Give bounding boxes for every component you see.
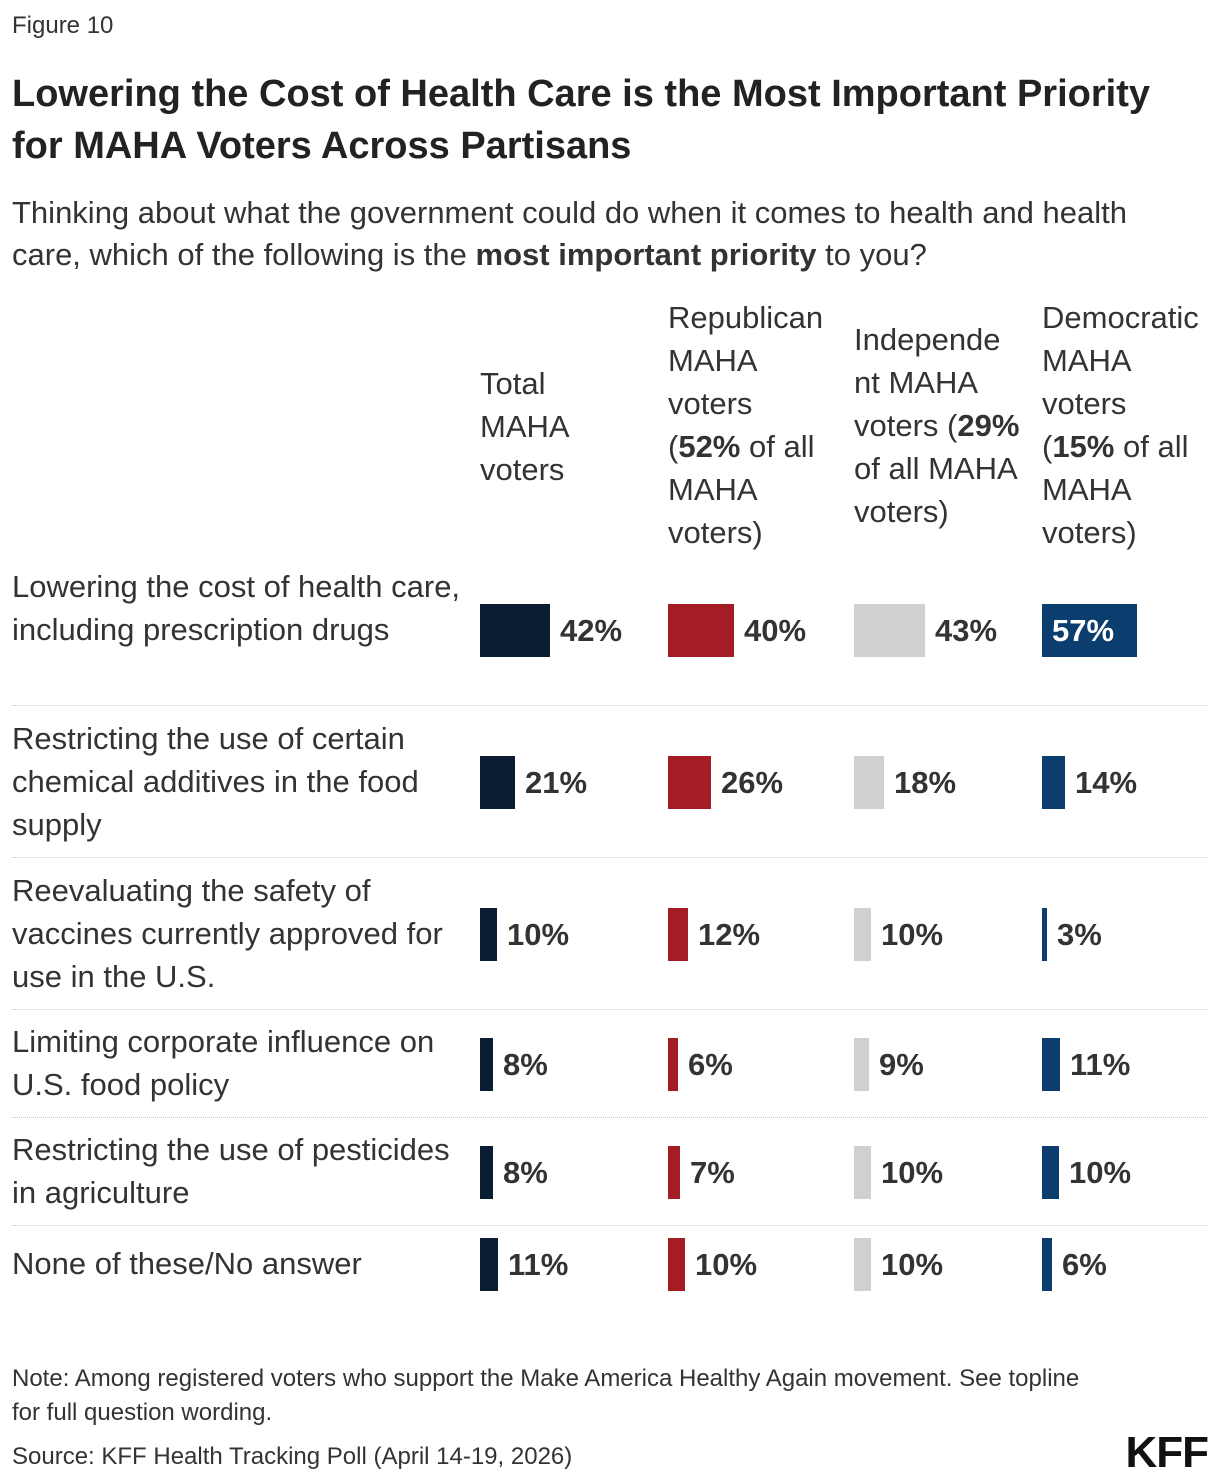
bar	[668, 1238, 685, 1291]
bar	[854, 756, 884, 809]
data-label: 6%	[1062, 1247, 1107, 1282]
data-label: 10%	[881, 917, 944, 952]
data-label: 3%	[1057, 917, 1102, 952]
row-label-2: Restricting the use of certain chemical …	[12, 721, 419, 842]
bar	[480, 756, 515, 809]
chart-source: Source: KFF Health Tracking Poll (April …	[12, 1443, 573, 1470]
column-header-2: Republican MAHA voters (52% of all MAHA voter…	[668, 300, 824, 550]
column-header-1: Total MAHA voters	[480, 366, 570, 487]
bar	[480, 1238, 498, 1291]
bar	[668, 1146, 680, 1199]
column-header-4: Democratic MAHA voters (15% of all MAHA voter…	[1042, 300, 1199, 550]
bar	[1042, 604, 1137, 657]
data-label: 10%	[507, 917, 570, 952]
data-label: 8%	[503, 1047, 548, 1082]
bar	[1042, 908, 1047, 961]
bar	[480, 1146, 493, 1199]
row-label-4: Limiting corporate influence on U.S. foo…	[12, 1024, 435, 1102]
bar	[854, 1238, 871, 1291]
data-label: 10%	[1069, 1155, 1132, 1190]
bar	[480, 1038, 493, 1091]
data-label: 7%	[690, 1155, 735, 1190]
bar	[1042, 1038, 1060, 1091]
bar	[854, 1038, 869, 1091]
data-label: 9%	[879, 1047, 924, 1082]
row-label-5: Restricting the use of pesticides in agr…	[12, 1132, 450, 1210]
subtitle-emphasis: most important priority	[475, 237, 817, 272]
bar	[668, 604, 734, 657]
bar	[1042, 1146, 1059, 1199]
data-label: 40%	[744, 613, 807, 648]
data-label: 26%	[721, 765, 784, 800]
bar	[854, 604, 925, 657]
chart-note: Note: Among registered voters who suppor…	[12, 1365, 1080, 1426]
data-label: 21%	[525, 765, 588, 800]
bar	[854, 1146, 871, 1199]
row-label-1: Lowering the cost of health care, includ…	[12, 569, 461, 647]
data-label: 18%	[894, 765, 957, 800]
data-label: 10%	[881, 1247, 944, 1282]
data-label: 14%	[1075, 765, 1138, 800]
bar	[668, 1038, 678, 1091]
data-label: 42%	[560, 613, 623, 648]
row-divider	[12, 1009, 1208, 1010]
data-label: 11%	[508, 1247, 569, 1282]
row-label-3: Reevaluating the safety of vaccines curr…	[12, 873, 443, 994]
kff-logo: KFF	[1125, 1428, 1209, 1477]
row-divider	[12, 1225, 1208, 1226]
data-label: 57%	[1052, 613, 1115, 648]
data-label: 43%	[935, 613, 998, 648]
bar	[668, 908, 688, 961]
figure-label: Figure 10	[12, 12, 114, 39]
data-label: 6%	[688, 1047, 733, 1082]
bar	[1042, 1238, 1052, 1291]
data-label: 10%	[695, 1247, 758, 1282]
bar	[480, 908, 497, 961]
chart-title: Lowering the Cost of Health Care is the …	[12, 73, 1150, 167]
data-label: 8%	[503, 1155, 548, 1190]
bar	[854, 908, 871, 961]
row-divider	[12, 705, 1208, 706]
bar	[1042, 756, 1065, 809]
row-divider	[12, 1117, 1208, 1118]
chart-subtitle: Thinking about what the government could…	[12, 195, 1128, 272]
bar	[668, 756, 711, 809]
data-label: 11%	[1070, 1047, 1131, 1082]
row-label-6: None of these/No answer	[12, 1246, 362, 1281]
column-header-3: Independe nt MAHA voters (29% of all MAHA vo…	[854, 322, 1020, 529]
data-label: 12%	[698, 917, 761, 952]
data-label: 10%	[881, 1155, 944, 1190]
row-divider	[12, 857, 1208, 858]
bar	[480, 604, 550, 657]
